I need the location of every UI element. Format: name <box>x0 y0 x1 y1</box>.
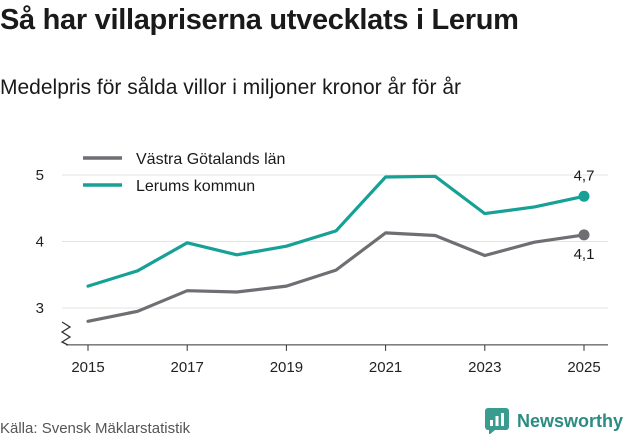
x-tick-label: 2025 <box>567 359 600 376</box>
axis-break-icon <box>60 321 72 346</box>
chart-title: Så har villapriserna utvecklats i Lerum <box>0 4 519 36</box>
x-tick-label: 2015 <box>71 359 104 376</box>
y-tick-label: 4 <box>36 234 44 251</box>
brand-logo: Newsworthy <box>484 408 623 434</box>
series-line-0 <box>86 231 586 323</box>
x-tick-label: 2021 <box>369 359 402 376</box>
legend-label-1: Lerums kommun <box>136 178 255 195</box>
source-note: Källa: Svensk Mäklarstatistik <box>0 420 191 437</box>
series-end-label-1: 4,7 <box>574 167 595 184</box>
brand-name: Newsworthy <box>516 410 623 431</box>
newsworthy-logo-icon <box>484 408 509 434</box>
y-tick-label: 5 <box>36 167 44 184</box>
series-end-label-0: 4,1 <box>574 246 595 263</box>
y-tick-label: 3 <box>36 300 44 317</box>
x-tick-label: 2023 <box>468 359 501 376</box>
chart-subtitle: Medelpris för sålda villor i miljoner kr… <box>0 76 461 99</box>
series-end-marker-1 <box>578 190 590 202</box>
legend-label-0: Västra Götalands län <box>136 151 285 168</box>
x-tick-label: 2019 <box>270 359 303 376</box>
series-end-marker-0 <box>578 229 590 241</box>
series-line-1 <box>86 174 586 288</box>
x-tick-label: 2017 <box>171 359 204 376</box>
